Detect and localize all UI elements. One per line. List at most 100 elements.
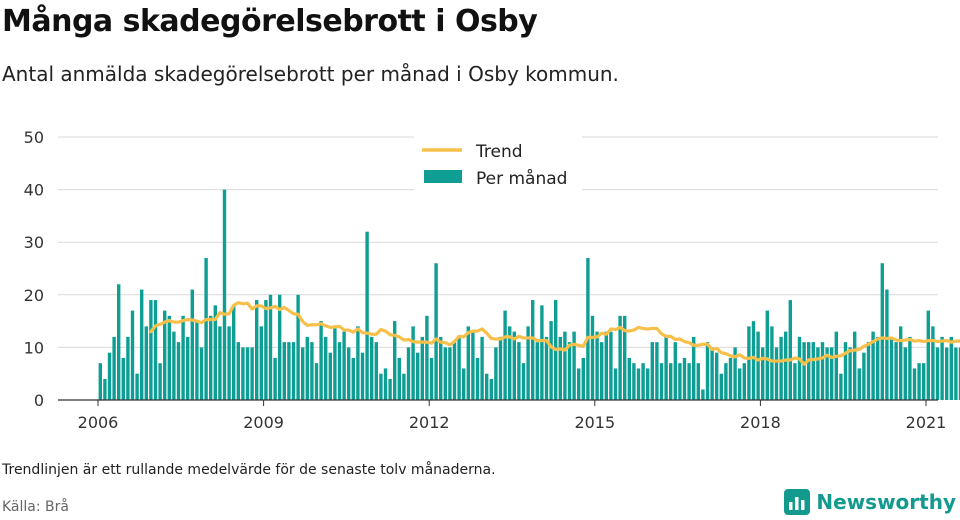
bar bbox=[540, 305, 544, 400]
bar bbox=[144, 326, 148, 400]
y-tick-label: 10 bbox=[24, 338, 44, 357]
bar bbox=[333, 326, 337, 400]
bar bbox=[627, 357, 631, 400]
bar bbox=[931, 326, 935, 400]
bar bbox=[406, 347, 411, 400]
bar bbox=[379, 373, 383, 400]
y-tick-label: 20 bbox=[24, 286, 44, 305]
brand-logo[interactable]: Newsworthy bbox=[784, 489, 956, 515]
bar bbox=[158, 363, 162, 400]
bar bbox=[117, 284, 121, 400]
bar bbox=[448, 347, 452, 400]
bar bbox=[310, 342, 314, 400]
bar bbox=[623, 315, 627, 400]
bar bbox=[439, 336, 443, 400]
bar bbox=[480, 336, 484, 400]
bar bbox=[126, 336, 130, 400]
bar bbox=[388, 378, 392, 400]
bar bbox=[738, 368, 742, 400]
bar bbox=[232, 305, 236, 400]
bar bbox=[512, 331, 516, 400]
bar bbox=[935, 347, 940, 400]
bar bbox=[820, 342, 825, 400]
bar bbox=[296, 294, 300, 400]
bar bbox=[103, 378, 107, 400]
bar bbox=[176, 342, 181, 400]
bar bbox=[227, 326, 231, 400]
brand-name: Newsworthy bbox=[816, 490, 956, 514]
bar bbox=[526, 326, 530, 400]
bar bbox=[940, 336, 944, 400]
bar bbox=[848, 347, 852, 400]
bar bbox=[604, 331, 608, 400]
bar bbox=[876, 336, 880, 400]
bar bbox=[489, 378, 493, 400]
bar bbox=[517, 342, 521, 400]
bar bbox=[508, 326, 512, 400]
bar bbox=[282, 342, 286, 400]
bar bbox=[701, 389, 705, 400]
bar bbox=[889, 336, 894, 400]
bar bbox=[356, 326, 360, 400]
chart-title: Många skadegörelsebrott i Osby bbox=[2, 4, 538, 39]
bar bbox=[250, 347, 254, 400]
bar bbox=[600, 342, 604, 400]
bar bbox=[485, 373, 489, 400]
bar bbox=[112, 336, 116, 400]
bar bbox=[788, 300, 792, 400]
bar bbox=[521, 363, 526, 400]
bar bbox=[595, 331, 599, 400]
y-tick-label: 40 bbox=[24, 181, 44, 200]
bar bbox=[903, 347, 907, 400]
bar bbox=[747, 326, 751, 400]
bar bbox=[544, 336, 549, 400]
bar bbox=[926, 310, 930, 400]
bar bbox=[264, 300, 268, 400]
bar bbox=[880, 263, 884, 400]
bar bbox=[351, 357, 355, 400]
bar bbox=[719, 373, 723, 400]
bar bbox=[853, 331, 857, 400]
y-tick-label: 30 bbox=[24, 233, 44, 252]
bar bbox=[494, 347, 498, 400]
bar bbox=[871, 331, 875, 400]
bar bbox=[958, 347, 960, 400]
bar bbox=[462, 368, 466, 400]
bar bbox=[590, 315, 595, 400]
bar bbox=[241, 347, 245, 400]
bar bbox=[305, 336, 309, 400]
bar bbox=[751, 321, 756, 400]
bar bbox=[236, 342, 240, 400]
bar bbox=[558, 336, 562, 400]
bar bbox=[843, 342, 848, 400]
bar bbox=[641, 363, 645, 400]
bar bbox=[324, 336, 328, 400]
bar bbox=[172, 331, 176, 400]
bar bbox=[830, 347, 834, 400]
bar bbox=[163, 310, 167, 400]
bar bbox=[696, 363, 700, 400]
trend-note: Trendlinjen är ett rullande medelvärde f… bbox=[2, 462, 496, 478]
bar bbox=[452, 342, 457, 400]
bar bbox=[498, 336, 503, 400]
bar bbox=[834, 331, 838, 400]
bar bbox=[98, 363, 102, 400]
bar bbox=[609, 331, 613, 400]
chart-subtitle: Antal anmälda skadegörelsebrott per måna… bbox=[2, 62, 619, 86]
bar bbox=[204, 257, 208, 400]
bar bbox=[314, 363, 319, 400]
bar bbox=[167, 315, 171, 400]
bar bbox=[705, 342, 710, 400]
bar bbox=[420, 336, 424, 400]
bar bbox=[646, 368, 650, 400]
bar bbox=[586, 257, 590, 400]
bar bbox=[121, 357, 125, 400]
bar bbox=[503, 310, 507, 400]
bar bbox=[839, 373, 843, 400]
bar bbox=[245, 347, 250, 400]
legend-label-bars: Per månad bbox=[476, 168, 567, 189]
bar bbox=[825, 347, 829, 400]
bar bbox=[374, 342, 378, 400]
bar bbox=[222, 189, 227, 400]
bar bbox=[443, 347, 447, 400]
